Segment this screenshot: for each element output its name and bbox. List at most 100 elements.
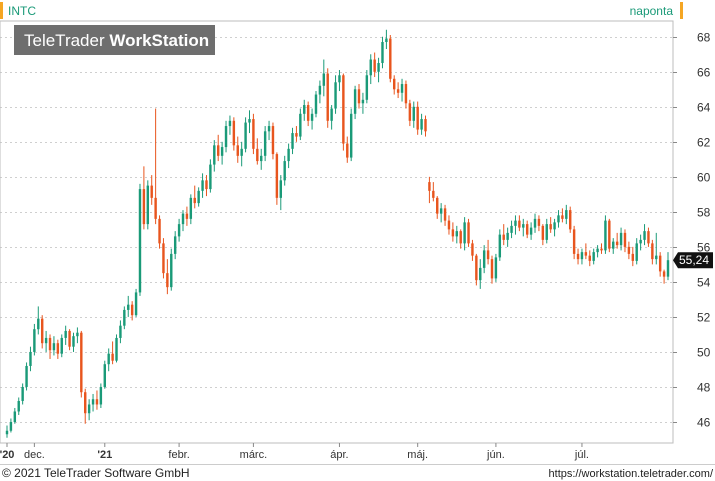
candle-body-154 [608,220,611,249]
x-axis: '20 dec. '21 febr. márc. ápr. máj. jún. júl. [0,443,589,461]
candle-52 [209,159,212,193]
candle-89 [353,85,357,120]
candle-9 [40,315,44,349]
candle-body-43 [173,236,177,254]
candle-153 [604,215,607,254]
candle-119 [471,239,474,261]
candle-133 [525,220,529,239]
candle-body-160 [631,253,635,261]
y-tick-label-58: 58 [697,206,711,220]
candle-body-72 [287,148,290,162]
candle-body-55 [220,147,224,156]
candle-body-3 [17,400,20,412]
candle-69 [275,152,279,205]
candle-57 [228,115,232,135]
candle-36 [146,180,150,230]
candle-90 [357,84,361,109]
candle-body-2 [13,411,17,422]
candle-body-9 [40,318,44,344]
candle-56 [224,120,228,153]
copyright-text: © 2021 TeleTrader Software GmbH [2,466,190,480]
candle-body-65 [260,155,263,162]
candle-68 [271,122,275,160]
candle-53 [213,140,216,172]
candle-5 [25,362,28,391]
candle-body-156 [615,241,619,246]
candle-106 [420,113,423,135]
candle-body-50 [201,180,204,191]
candle-body-62 [248,119,251,123]
candle-120 [475,253,478,286]
candle-163 [643,224,646,246]
candle-body-80 [318,85,322,95]
candle-body-44 [177,224,181,237]
candle-body-98 [389,38,392,79]
candle-body-169 [666,260,670,277]
candle-body-108 [428,182,431,191]
candle-body-100 [396,89,400,93]
candle-60 [240,141,243,167]
candle-111 [439,203,443,223]
candle-42 [170,248,173,291]
watermark-text: TeleTrader WorkStation [24,31,209,50]
watermark-light: TeleTrader [24,31,109,50]
candle-body-81 [322,73,326,86]
candle-71 [283,155,286,186]
candle-104 [412,101,415,128]
candle-body-91 [361,99,365,104]
candle-35 [142,166,146,230]
candle-body-21 [87,404,91,414]
candle-127 [502,224,505,246]
candle-18 [76,327,79,344]
candle-body-32 [130,304,134,316]
candle-body-53 [213,145,216,165]
last-price-text: 55,24 [679,253,709,267]
candle-body-146 [576,253,580,260]
candle-108 [428,176,431,204]
candle-body-145 [572,229,576,254]
candle-body-57 [228,120,232,127]
candle-body-66 [263,131,267,156]
candle-17 [72,332,75,352]
candle-body-77 [306,105,310,121]
candle-body-159 [627,246,631,254]
candle-body-117 [463,222,466,244]
candle-73 [291,127,294,155]
candle-3 [17,397,20,415]
candle-126 [498,229,502,261]
candle-10 [44,330,48,352]
candle-body-106 [420,119,423,130]
last-price-tag: 55,24 [673,252,713,269]
header: INTC naponta [0,2,683,19]
candle-body-104 [412,106,415,121]
candle-55 [220,141,224,165]
candle-body-58 [232,120,236,146]
y-tick-label-62: 62 [697,136,711,150]
candle-166 [655,232,658,265]
candle-148 [584,243,588,260]
candle-169 [666,252,670,281]
candle-body-86 [342,75,345,144]
candle-body-40 [162,243,165,274]
y-tick-label-48: 48 [697,381,711,395]
candle-body-11 [48,337,52,351]
candle-13 [56,339,60,359]
candle-114 [451,222,455,242]
candle-body-8 [37,318,40,330]
candle-body-20 [84,392,87,414]
candle-body-128 [506,232,509,240]
candle-body-97 [385,38,388,43]
candle-body-19 [80,332,83,393]
x-tick-label-5: ápr. [330,449,348,461]
candle-167 [658,252,662,277]
candle-body-27 [111,353,114,361]
footer-url[interactable]: https://workstation.teletrader.com/ [549,468,714,480]
candle-82 [326,68,329,128]
candle-115 [455,225,459,244]
candle-15 [64,325,67,345]
candle-body-129 [510,225,513,233]
candle-130 [514,215,517,235]
candle-body-111 [439,208,443,214]
candle-body-22 [91,399,95,405]
candle-body-164 [647,231,650,244]
